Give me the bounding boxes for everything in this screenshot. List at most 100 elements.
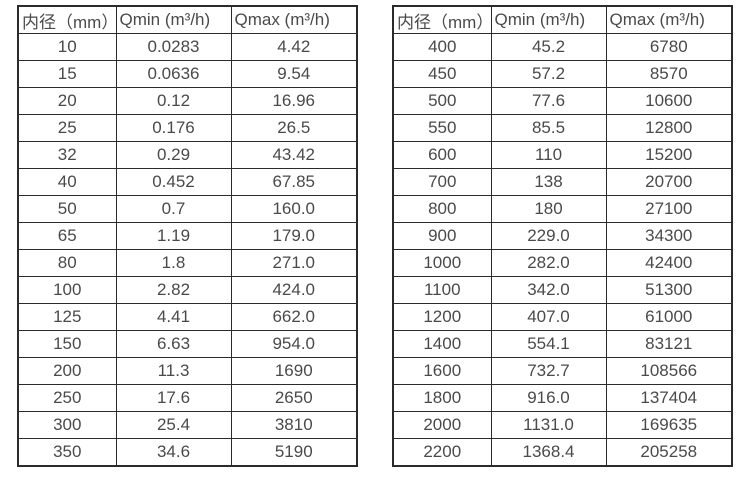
table-cell: 342.0 — [490, 276, 607, 304]
table-cell: 1600 — [392, 357, 492, 385]
table-cell: 34.6 — [115, 438, 232, 467]
table-cell: 20700 — [605, 168, 733, 196]
table-cell: 1800 — [392, 384, 492, 412]
table-cell: 160.0 — [230, 195, 358, 223]
table-cell: 954.0 — [230, 330, 358, 358]
table-cell: 45.2 — [490, 33, 607, 61]
table-cell: 600 — [392, 141, 492, 169]
flow-table-large-diameters: 内径（mm） Qmin (m³/h) Qmax (m³/h) 400 45.2 67… — [392, 5, 733, 467]
table-cell: 1690 — [230, 357, 358, 385]
header-inner-diameter: 内径（mm） — [17, 5, 117, 34]
table-cell: 450 — [392, 60, 492, 88]
table-row: 15 0.0636 9.54 — [17, 60, 358, 88]
table-row: 400 45.2 6780 — [392, 33, 733, 61]
table-cell: 6780 — [605, 33, 733, 61]
header-inner-diameter: 内径（mm） — [392, 5, 492, 34]
table-cell: 6.63 — [115, 330, 232, 358]
table-cell: 85.5 — [490, 114, 607, 142]
table-cell: 3810 — [230, 411, 358, 439]
flow-table-small-diameters: 内径（mm） Qmin (m³/h) Qmax (m³/h) 10 0.0283 4… — [17, 5, 358, 467]
table-cell: 17.6 — [115, 384, 232, 412]
table-cell: 2.82 — [115, 276, 232, 304]
table-cell: 271.0 — [230, 249, 358, 277]
table-cell: 800 — [392, 195, 492, 223]
table-header-row: 内径（mm） Qmin (m³/h) Qmax (m³/h) — [392, 5, 733, 34]
table-cell: 1400 — [392, 330, 492, 358]
table-cell: 0.7 — [115, 195, 232, 223]
table-cell: 15200 — [605, 141, 733, 169]
table-row: 900 229.0 34300 — [392, 222, 733, 250]
table-cell: 20 — [17, 87, 117, 115]
table-cell: 32 — [17, 141, 117, 169]
table-cell: 67.85 — [230, 168, 358, 196]
table-cell: 125 — [17, 303, 117, 331]
table-row: 25 0.176 26.5 — [17, 114, 358, 142]
table-row: 450 57.2 8570 — [392, 60, 733, 88]
table-cell: 1131.0 — [490, 411, 607, 439]
table-row: 1600 732.7 108566 — [392, 357, 733, 385]
table-row: 700 138 20700 — [392, 168, 733, 196]
table-row: 100 2.82 424.0 — [17, 276, 358, 304]
table-row: 2000 1131.0 169635 — [392, 411, 733, 439]
table-cell: 108566 — [605, 357, 733, 385]
table-row: 200 11.3 1690 — [17, 357, 358, 385]
table-header-row: 内径（mm） Qmin (m³/h) Qmax (m³/h) — [17, 5, 358, 34]
table-row: 1400 554.1 83121 — [392, 330, 733, 358]
table-cell: 732.7 — [490, 357, 607, 385]
table-cell: 180 — [490, 195, 607, 223]
table-cell: 25.4 — [115, 411, 232, 439]
table-cell: 77.6 — [490, 87, 607, 115]
table-row: 350 34.6 5190 — [17, 438, 358, 467]
table-row: 20 0.12 16.96 — [17, 87, 358, 115]
table-cell: 407.0 — [490, 303, 607, 331]
table-cell: 229.0 — [490, 222, 607, 250]
table-row: 50 0.7 160.0 — [17, 195, 358, 223]
table-row: 300 25.4 3810 — [17, 411, 358, 439]
table-row: 500 77.6 10600 — [392, 87, 733, 115]
header-qmax: Qmax (m³/h) — [605, 5, 733, 34]
table-cell: 400 — [392, 33, 492, 61]
table-cell: 42400 — [605, 249, 733, 277]
table-cell: 700 — [392, 168, 492, 196]
table-cell: 11.3 — [115, 357, 232, 385]
table-cell: 5190 — [230, 438, 358, 467]
table-row: 1800 916.0 137404 — [392, 384, 733, 412]
table-cell: 0.12 — [115, 87, 232, 115]
table-cell: 1.8 — [115, 249, 232, 277]
table-cell: 4.42 — [230, 33, 358, 61]
table-cell: 50 — [17, 195, 117, 223]
table-cell: 169635 — [605, 411, 733, 439]
table-cell: 0.0636 — [115, 60, 232, 88]
table-cell: 0.29 — [115, 141, 232, 169]
table-cell: 1100 — [392, 276, 492, 304]
table-cell: 10600 — [605, 87, 733, 115]
table-cell: 8570 — [605, 60, 733, 88]
table-row: 80 1.8 271.0 — [17, 249, 358, 277]
table-cell: 179.0 — [230, 222, 358, 250]
table-cell: 34300 — [605, 222, 733, 250]
table-cell: 10 — [17, 33, 117, 61]
table-row: 125 4.41 662.0 — [17, 303, 358, 331]
table-row: 1100 342.0 51300 — [392, 276, 733, 304]
table-cell: 282.0 — [490, 249, 607, 277]
header-qmax: Qmax (m³/h) — [230, 5, 358, 34]
table-cell: 200 — [17, 357, 117, 385]
table-cell: 1368.4 — [490, 438, 607, 467]
header-qmin: Qmin (m³/h) — [115, 5, 232, 34]
table-cell: 15 — [17, 60, 117, 88]
table-row: 150 6.63 954.0 — [17, 330, 358, 358]
table-cell: 300 — [17, 411, 117, 439]
table-row: 800 180 27100 — [392, 195, 733, 223]
table-cell: 43.42 — [230, 141, 358, 169]
table-row: 1200 407.0 61000 — [392, 303, 733, 331]
table-row: 250 17.6 2650 — [17, 384, 358, 412]
header-qmin: Qmin (m³/h) — [490, 5, 607, 34]
table-cell: 26.5 — [230, 114, 358, 142]
table-cell: 1200 — [392, 303, 492, 331]
table-cell: 83121 — [605, 330, 733, 358]
table-cell: 27100 — [605, 195, 733, 223]
table-row: 40 0.452 67.85 — [17, 168, 358, 196]
table-cell: 250 — [17, 384, 117, 412]
table-cell: 1.19 — [115, 222, 232, 250]
table-cell: 205258 — [605, 438, 733, 467]
